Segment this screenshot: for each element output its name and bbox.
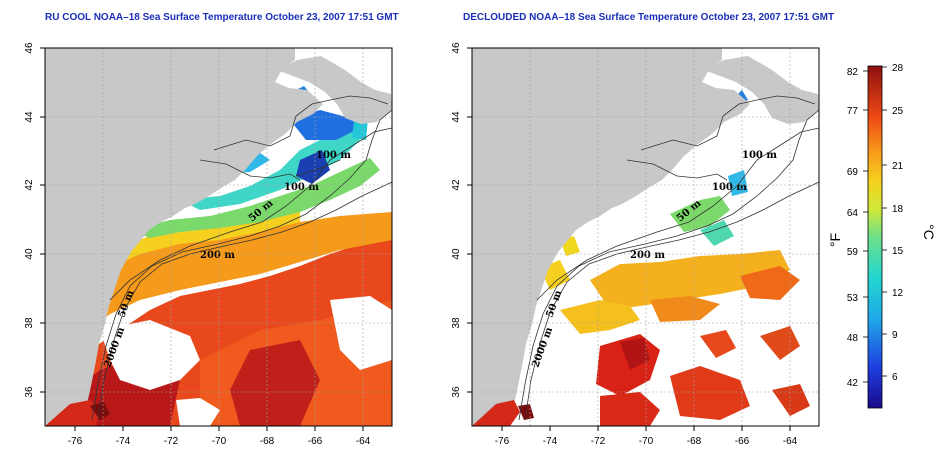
fahrenheit-tick: 69 bbox=[847, 167, 859, 178]
colorbar: 82 77 69 64 59 53 48 42 28 25 21 18 15 1… bbox=[827, 63, 937, 409]
x-tick-label: -66 bbox=[308, 436, 323, 447]
celsius-tick: 21 bbox=[892, 161, 904, 172]
right-map: 100 m 100 m 50 m 200 m 50 m 2000 m bbox=[472, 48, 819, 426]
celsius-tick: 15 bbox=[892, 246, 904, 257]
x-tick-label: -70 bbox=[212, 436, 227, 447]
colorbar-gradient bbox=[867, 65, 883, 409]
y-tick-label: 40 bbox=[24, 248, 35, 260]
celsius-tick: 12 bbox=[892, 288, 904, 299]
celsius-tick: 25 bbox=[892, 106, 904, 117]
x-tick-label: -68 bbox=[260, 436, 275, 447]
fahrenheit-tick: 82 bbox=[847, 67, 859, 78]
x-tick-label: -64 bbox=[356, 436, 371, 447]
transition-band bbox=[70, 212, 392, 340]
contour-label-100b: 100 m bbox=[712, 182, 747, 193]
x-tick-label: -76 bbox=[68, 436, 83, 447]
fahrenheit-tick: 59 bbox=[847, 247, 859, 258]
right-y-axis: 46 44 42 40 38 36 bbox=[451, 42, 472, 398]
y-tick-label: 44 bbox=[451, 111, 462, 123]
x-tick-label: -66 bbox=[735, 436, 750, 447]
right-panel-title: DECLOUDED NOAA–18 Sea Surface Temperatur… bbox=[463, 12, 835, 23]
y-tick-label: 42 bbox=[24, 179, 35, 191]
y-tick-label: 46 bbox=[451, 42, 462, 54]
fahrenheit-tick: 48 bbox=[847, 333, 859, 344]
fahrenheit-tick: 42 bbox=[847, 378, 859, 389]
x-tick-label: -72 bbox=[591, 436, 606, 447]
left-grid bbox=[45, 48, 392, 426]
x-tick-label: -72 bbox=[164, 436, 179, 447]
celsius-tick: 28 bbox=[892, 63, 904, 74]
contour-label-200: 200 m bbox=[200, 250, 235, 261]
contour-label-100a: 100 m bbox=[316, 150, 351, 161]
x-tick-label: -74 bbox=[116, 436, 131, 447]
celsius-tick: 6 bbox=[892, 372, 898, 383]
y-tick-label: 46 bbox=[24, 42, 35, 54]
y-tick-label: 38 bbox=[24, 317, 35, 329]
y-tick-label: 38 bbox=[451, 317, 462, 329]
clear-sky-patches bbox=[590, 250, 790, 310]
y-tick-label: 36 bbox=[451, 386, 462, 398]
x-tick-label: -70 bbox=[639, 436, 654, 447]
right-x-axis: -76 -74 -72 -70 -68 -66 -64 bbox=[495, 426, 798, 447]
y-tick-label: 44 bbox=[24, 111, 35, 123]
left-panel-title: RU COOL NOAA–18 Sea Surface Temperature … bbox=[45, 12, 399, 23]
celsius-tick: 18 bbox=[892, 204, 904, 215]
left-y-axis: 46 44 42 40 38 36 bbox=[24, 42, 45, 398]
x-tick-label: -76 bbox=[495, 436, 510, 447]
fahrenheit-unit-label: °F bbox=[827, 233, 843, 247]
x-tick-label: -74 bbox=[543, 436, 558, 447]
y-tick-label: 40 bbox=[451, 248, 462, 260]
fahrenheit-tick: 64 bbox=[847, 208, 859, 219]
left-x-axis: -76 -74 -72 -70 -68 -66 -64 bbox=[68, 426, 371, 447]
contour-label-100a: 100 m bbox=[742, 150, 777, 161]
celsius-tick: 9 bbox=[892, 330, 898, 341]
right-grid bbox=[472, 48, 819, 426]
left-map: 100 m 100 m 50 m 200 m 50 m 2000 m bbox=[45, 48, 392, 426]
x-tick-label: -68 bbox=[687, 436, 702, 447]
fahrenheit-tick: 77 bbox=[847, 106, 859, 117]
y-tick-label: 36 bbox=[24, 386, 35, 398]
y-tick-label: 42 bbox=[451, 179, 462, 191]
x-tick-label: -64 bbox=[783, 436, 798, 447]
celsius-unit-label: °C bbox=[921, 224, 937, 240]
contour-label-100b: 100 m bbox=[284, 182, 319, 193]
contour-label-200: 200 m bbox=[630, 250, 665, 261]
fahrenheit-tick: 53 bbox=[847, 293, 859, 304]
